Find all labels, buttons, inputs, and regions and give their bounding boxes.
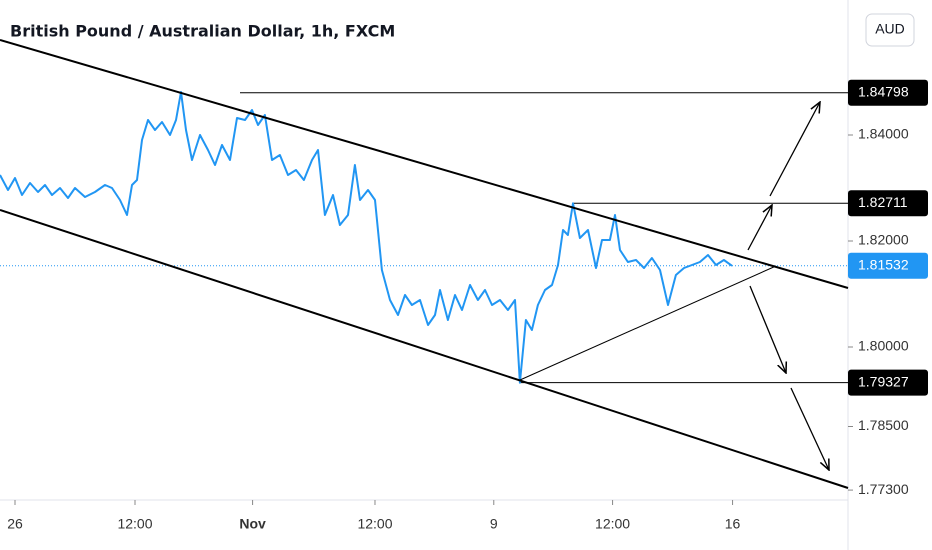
- level-price-label: 1.82711: [858, 194, 908, 210]
- x-tick-label: 26: [7, 516, 23, 532]
- arrow: [769, 102, 820, 197]
- level-price-label: 1.84798: [858, 83, 909, 99]
- x-tick-label: Nov: [239, 516, 266, 532]
- y-tick-label: 1.80000: [858, 338, 909, 354]
- x-tick-label: 16: [725, 516, 741, 532]
- arrow: [790, 387, 829, 470]
- y-tick-label: 1.78500: [858, 417, 909, 433]
- level-price-box: [848, 369, 928, 396]
- data-layer: [0, 91, 848, 384]
- arrow: [749, 285, 786, 373]
- current-price-box: [848, 252, 928, 279]
- channel-lower: [0, 209, 849, 489]
- currency-button-label[interactable]: AUD: [875, 21, 905, 37]
- level-price-label: 1.79327: [858, 373, 909, 389]
- x-tick-label: 12:00: [357, 516, 392, 532]
- x-tick-label: 12:00: [117, 516, 152, 532]
- x-tick-label: 9: [490, 516, 498, 532]
- price-line: [0, 91, 733, 384]
- drawings: [0, 39, 849, 489]
- y-tick-label: 1.84000: [858, 126, 909, 142]
- level-price-box: [848, 79, 928, 106]
- current-price-label: 1.81532: [858, 256, 909, 272]
- arrow: [747, 205, 772, 251]
- y-tick-label: 1.77300: [858, 481, 909, 497]
- channel-upper: [0, 39, 849, 289]
- y-tick-label: 1.82000: [858, 232, 909, 248]
- triangle-line: [519, 265, 777, 381]
- x-tick-label: 12:00: [595, 516, 630, 532]
- chart-title: British Pound / Australian Dollar, 1h, F…: [10, 22, 395, 41]
- currency-button[interactable]: [865, 13, 915, 47]
- level-price-box: [848, 190, 928, 217]
